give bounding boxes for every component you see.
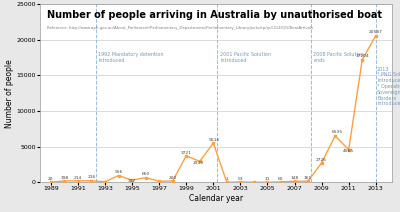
X-axis label: Calendar year: Calendar year (189, 194, 243, 203)
Text: 2008 Pacific Solution
ends: 2008 Pacific Solution ends (314, 52, 364, 63)
Text: 1992 Mandatory detention
introduced: 1992 Mandatory detention introduced (98, 52, 164, 63)
Text: Reference: http://www.aph.gov.au/About_Parliament/Parliamentary_Departments/Parl: Reference: http://www.aph.gov.au/About_P… (47, 26, 313, 30)
Text: 956: 956 (114, 170, 123, 174)
Text: 161: 161 (304, 176, 312, 180)
Text: 53: 53 (238, 177, 243, 181)
Text: 4565: 4565 (343, 149, 354, 153)
Text: 11: 11 (265, 177, 270, 181)
Text: 1: 1 (226, 177, 228, 181)
Text: 214: 214 (74, 176, 82, 180)
Text: 20587: 20587 (369, 30, 383, 34)
Text: 148: 148 (290, 176, 299, 180)
Text: 6535: 6535 (332, 131, 344, 134)
Text: 81: 81 (0, 211, 1, 212)
Text: 2001 Pacific Solution
introduced: 2001 Pacific Solution introduced (220, 52, 271, 63)
Text: 198: 198 (60, 176, 68, 180)
Text: 3721: 3721 (181, 151, 192, 155)
Text: 17204: 17204 (355, 54, 369, 59)
Text: 2939: 2939 (193, 161, 204, 165)
Text: 2013
* PNG Solution
introduced
* Operation
Sovereign
Borders
introduced: 2013 * PNG Solution introduced * Operati… (377, 67, 400, 106)
Text: 157: 157 (0, 211, 1, 212)
Text: 15: 15 (0, 211, 1, 212)
Text: 2726: 2726 (316, 158, 327, 162)
Text: 660: 660 (142, 172, 150, 176)
Text: Number of people arriving in Australia by unauthorised boat: Number of people arriving in Australia b… (47, 10, 382, 20)
Text: 200: 200 (168, 176, 177, 180)
Text: 20: 20 (48, 177, 54, 181)
Text: 5516: 5516 (209, 138, 220, 142)
Text: 307: 307 (128, 179, 136, 183)
Text: 60: 60 (278, 177, 284, 181)
Y-axis label: Number of people: Number of people (4, 59, 14, 128)
Text: 216: 216 (87, 176, 96, 180)
